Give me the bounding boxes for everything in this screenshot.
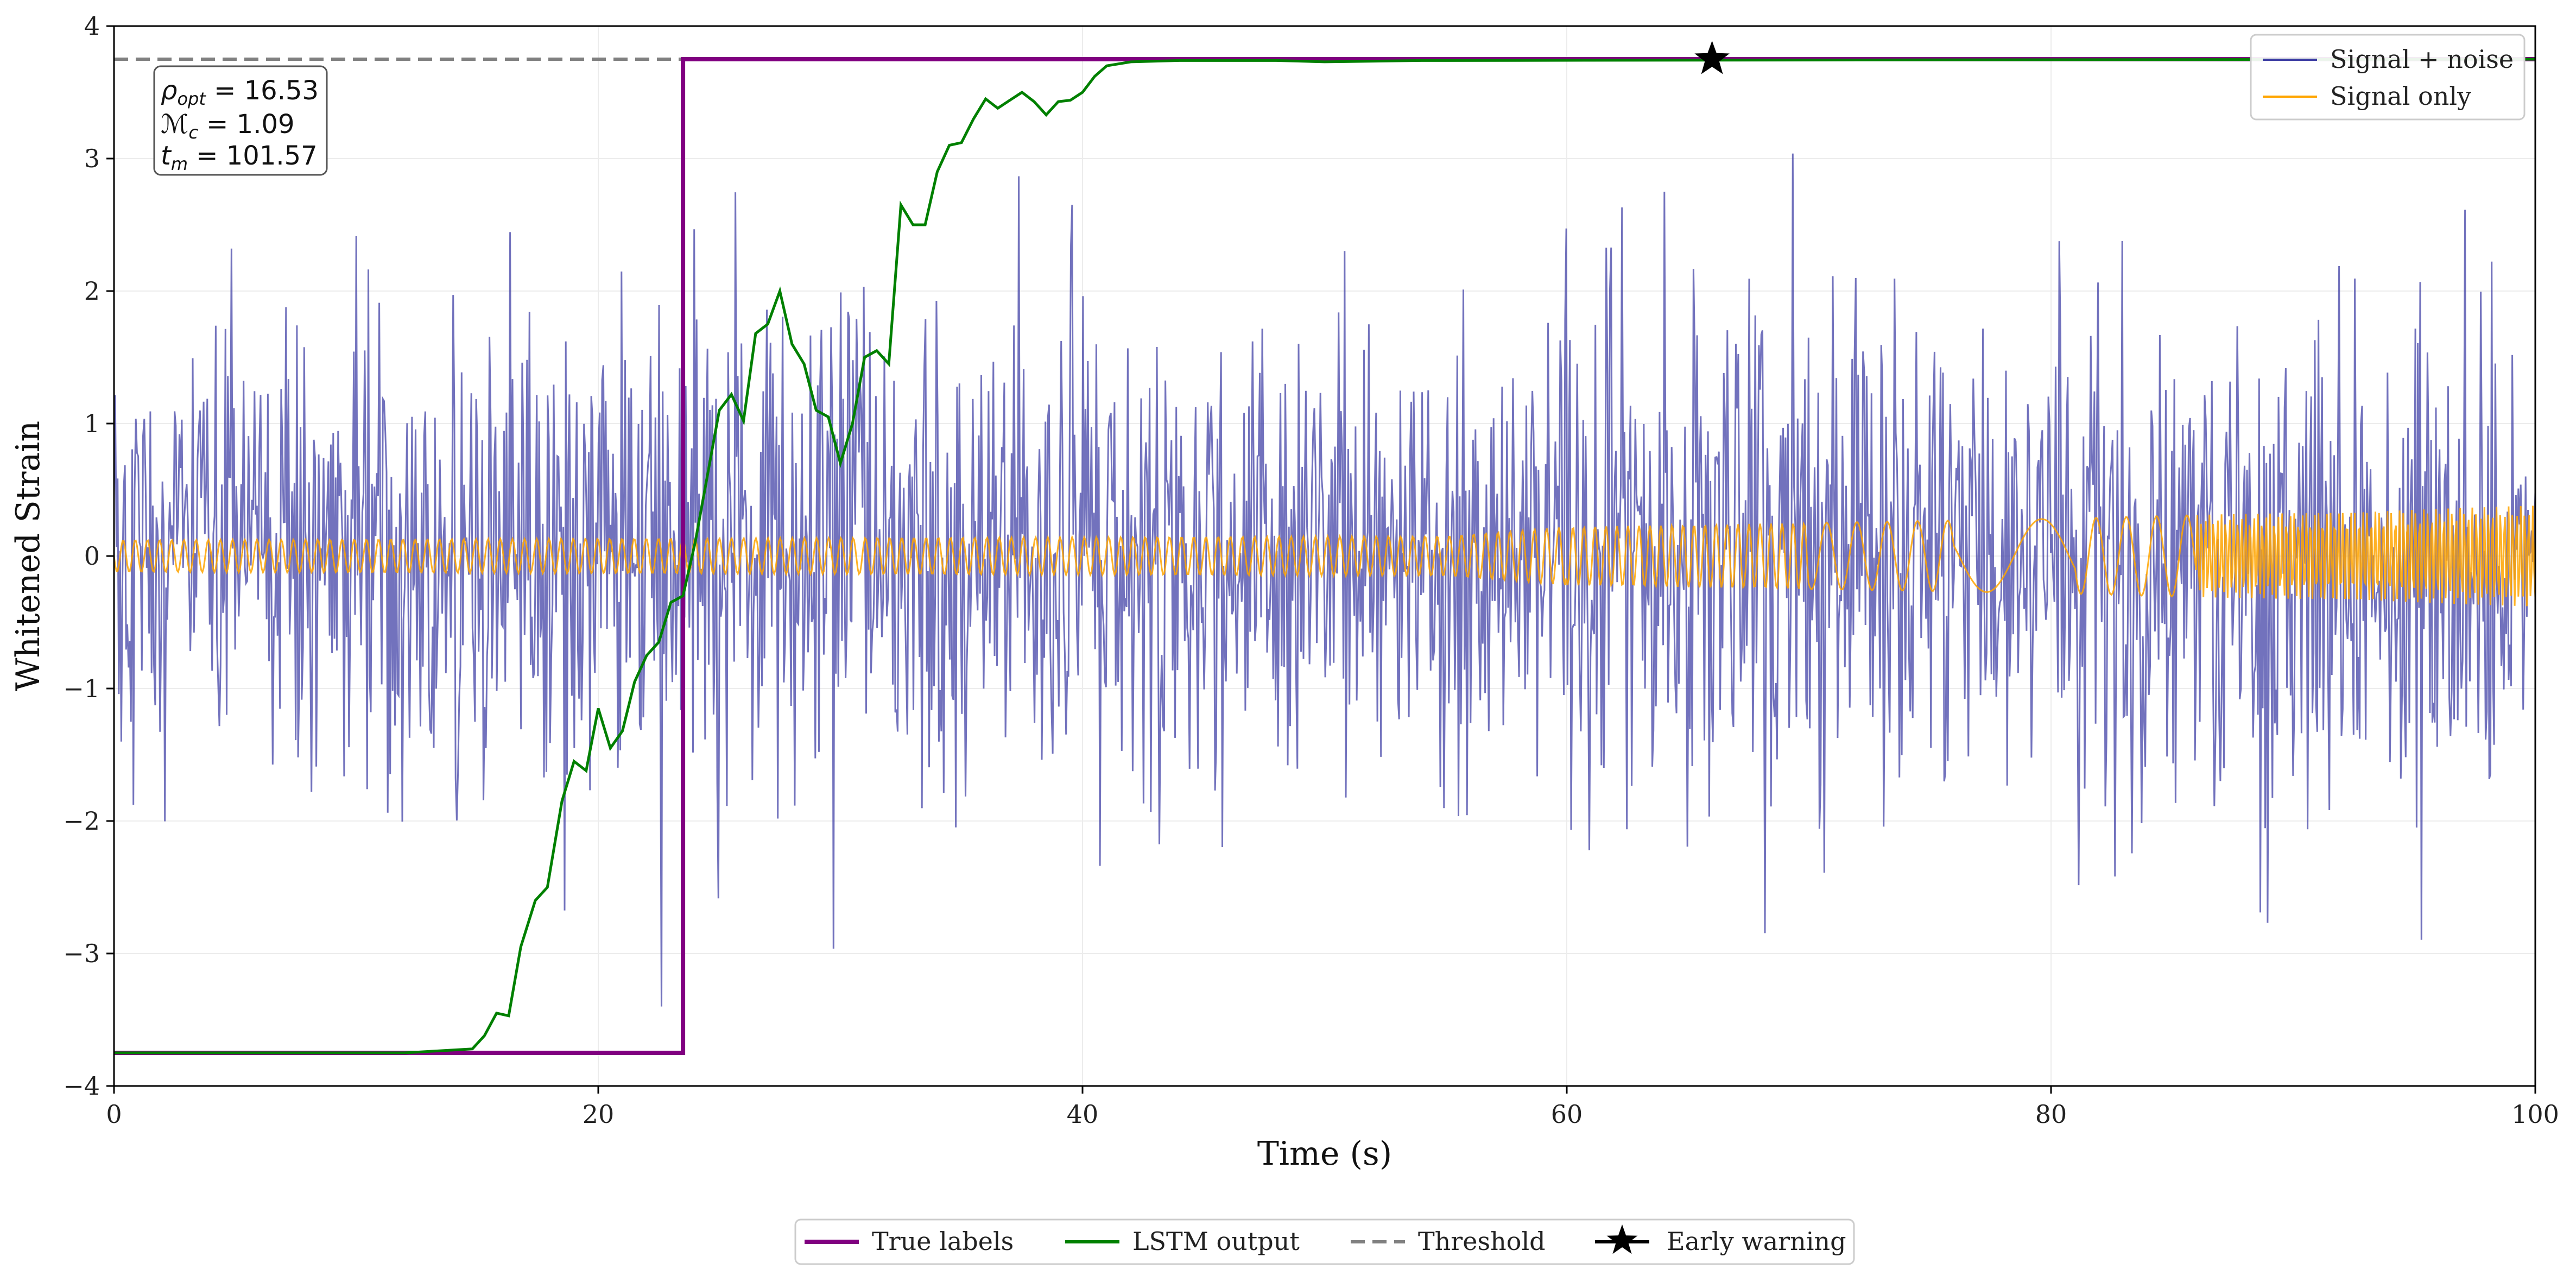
legend-swatch-early-warning-star [1606,1224,1638,1254]
info-box: ρopt = 16.53 ℳc = 1.09 tm = 101.57 [153,65,328,176]
x-axis-label: Time (s) [1257,1135,1392,1173]
x-axis-ticks: 0 20 40 60 80 100 [106,1086,2559,1129]
y-tick-label: 4 [84,11,100,41]
legend-label-signal-only: Signal only [2330,81,2471,111]
y-tick-label: 3 [84,144,100,173]
y-tick-label: −1 [63,674,100,703]
legend-lower: True labels LSTM output Threshold Early … [794,1218,1855,1265]
info-rho: ρopt = 16.53 [161,75,319,109]
legend-label-threshold: Threshold [1418,1227,1546,1256]
x-tick-label: 100 [2511,1100,2559,1129]
signal-only-series [114,506,2535,607]
lstm-output-series [114,58,2535,1054]
signal-noise-series [114,153,2535,1007]
info-tm: tm = 101.57 [161,141,318,174]
early-warning-marker [1694,41,1730,74]
y-tick-label: 2 [84,276,100,306]
legend-label-true-labels: True labels [872,1227,1014,1256]
y-axis-ticks: −4 −3 −2 −1 0 1 2 3 4 [63,11,114,1101]
x-tick-label: 40 [1067,1100,1099,1129]
legend-label-signal-noise: Signal + noise [2330,45,2514,74]
info-mc: ℳc = 1.09 [161,109,295,143]
x-tick-label: 20 [583,1100,615,1129]
legend-label-lstm-output: LSTM output [1132,1227,1300,1256]
x-tick-label: 80 [2035,1100,2067,1129]
data-layer [114,57,2535,1055]
y-axis-label: Whitened Strain [9,421,47,691]
x-tick-label: 0 [106,1100,122,1129]
y-tick-label: −3 [63,939,100,968]
legend-upper: Signal + noise Signal only [2250,34,2526,121]
y-tick-label: −4 [63,1071,100,1101]
y-tick-label: −2 [63,806,100,836]
y-tick-label: 0 [84,541,100,571]
y-tick-label: 1 [84,409,100,438]
x-tick-label: 60 [1551,1100,1583,1129]
legend-label-early-warning: Early warning [1667,1227,1846,1256]
